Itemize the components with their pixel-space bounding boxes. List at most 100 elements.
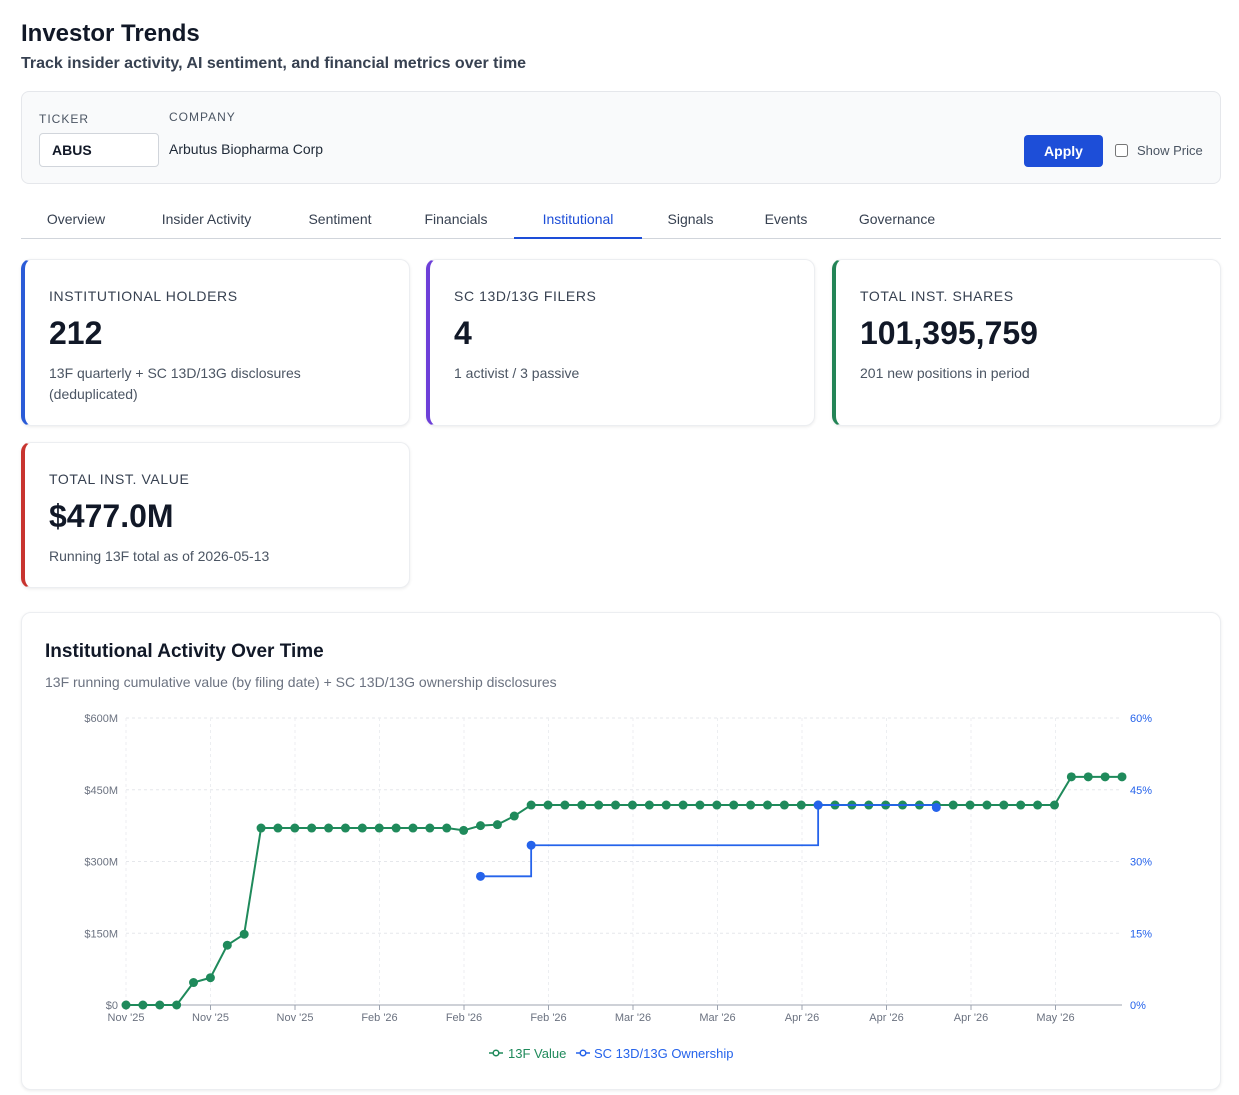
series-13f-value-point [340,823,350,833]
series-13f-value-point [712,800,722,810]
series-13f-value-point [746,800,756,810]
y-right-tick-label: 30% [1130,857,1152,869]
series-13f-value-point [290,823,300,833]
series-13f-value-point [661,800,671,810]
series-13f-value-point [155,1000,165,1010]
x-tick-label: Feb '26 [446,1012,482,1024]
series-13f-value-point [560,800,570,810]
series-13f-value-point [391,823,401,833]
chart-plot: $0 0% $150M 15% $300M 30% $450M 45% $600M 60% Nov … [84,713,1152,1061]
company-value: Arbutus Biopharma Corp [169,141,324,157]
y-left-tick-label: $600M [84,713,118,725]
institutional-activity-chart: Institutional Activity Over Time 13F run… [21,612,1221,1090]
series-13f-value-line [126,775,1122,1006]
x-tick-label: Apr '26 [869,1012,904,1024]
x-tick-label: Nov '25 [277,1012,314,1024]
card-description: 1 activist / 3 passive [454,365,580,381]
chart-subtitle: 13F running cumulative value (by filing … [45,674,557,690]
series-13f-value-point [189,978,199,988]
y-right-tick-label: 15% [1130,928,1152,940]
series-13f-value-point [1049,800,1059,810]
legend-13f-label: 13F Value [508,1046,566,1061]
tab-insider-activity[interactable]: Insider Activity [161,211,252,227]
series-13f-value-point [695,800,705,810]
series-13f-value-point [526,800,536,810]
tab-bar: Overview Insider Activity Sentiment Fina… [21,203,1221,239]
series-13f-value-point [307,823,317,833]
series-13f-value-point [965,800,975,810]
legend-13f-marker [492,1049,500,1057]
series-13f-value-point [762,800,772,810]
series-13f-value-point [324,823,334,833]
series-13f-value-point [644,800,654,810]
series-sc-ownership-point [476,871,486,881]
institutional-holders-card: INSTITUTIONAL HOLDERS 212 13F quarterly … [21,259,410,426]
series-13f-value-point [138,1000,148,1010]
tab-institutional[interactable]: Institutional [514,203,642,239]
legend-sc-label: SC 13D/13G Ownership [594,1046,733,1061]
company-label: COMPANY [169,110,236,124]
tab-sentiment[interactable]: Sentiment [308,211,372,227]
series-13f-value-point [205,973,215,983]
series-13f-value-point [121,1000,131,1010]
tab-governance[interactable]: Governance [858,211,936,227]
series-13f-value-point [442,823,452,833]
series-13f-value-point [1016,800,1026,810]
series-13f-value-point [779,800,789,810]
x-tick-label: May '26 [1036,1012,1074,1024]
card-label: INSTITUTIONAL HOLDERS [49,288,238,304]
series-13f-value-point [1066,772,1076,782]
card-value: 212 [49,315,103,351]
y-left-tick-label: $150M [84,928,118,940]
series-13f-value-point [678,800,688,810]
series-sc-ownership-point [813,800,823,810]
total-shares-card: TOTAL INST. SHARES 101,395,759 201 new p… [832,259,1221,426]
series-sc-ownership-point [931,802,941,812]
card-value: $477.0M [49,498,174,534]
x-tick-label: Apr '26 [785,1012,820,1024]
series-13f-value-point [729,800,739,810]
card-label: TOTAL INST. VALUE [49,471,190,487]
series-13f-value-point [509,811,519,821]
series-13f-value-point [611,800,621,810]
x-tick-label: Mar '26 [699,1012,735,1024]
tab-signals[interactable]: Signals [667,211,714,227]
page-subtitle: Track insider activity, AI sentiment, an… [21,55,527,72]
x-tick-label: Feb '26 [530,1012,566,1024]
series-13f-value-point [408,823,418,833]
x-tick-label: Mar '26 [615,1012,651,1024]
x-tick-label: Feb '26 [361,1012,397,1024]
tab-financials[interactable]: Financials [424,211,488,227]
card-label: SC 13D/13G FILERS [454,288,597,304]
legend-sc-marker [579,1049,587,1057]
series-13f-value-point [172,1000,182,1010]
chart-title: Institutional Activity Over Time [45,641,324,662]
series-13f-value-point [425,823,435,833]
y-left-tick-label: $450M [84,785,118,797]
show-price-label: Show Price [1137,143,1203,158]
series-13f-value-point [627,800,637,810]
ticker-label: TICKER [39,112,90,126]
total-value-card: TOTAL INST. VALUE $477.0M Running 13F to… [21,442,410,588]
series-13f-value-point [796,800,806,810]
tab-overview[interactable]: Overview [46,211,106,227]
series-13f-value-point [459,825,469,835]
series-13f-value-point [273,823,283,833]
card-label: TOTAL INST. SHARES [860,288,1014,304]
ticker-input[interactable] [39,133,159,167]
card-value: 4 [454,315,472,351]
tab-events[interactable]: Events [764,211,808,227]
card-description: 201 new positions in period [860,365,1030,381]
series-13f-value-point [982,800,992,810]
sc-filers-card: SC 13D/13G FILERS 4 1 activist / 3 passi… [426,259,815,426]
x-tick-label: Nov '25 [108,1012,145,1024]
series-13f-value-point [948,800,958,810]
x-tick-label: Apr '26 [954,1012,989,1024]
series-13f-value-point [1033,800,1043,810]
page-title: Investor Trends [21,20,200,47]
filter-panel: TICKER COMPANY Arbutus Biopharma Corp Ap… [21,91,1221,184]
apply-button[interactable]: Apply [1024,135,1103,167]
show-price-toggle[interactable]: Show Price [1115,143,1203,158]
card-description: Running 13F total as of 2026-05-13 [49,548,270,564]
show-price-checkbox[interactable] [1115,144,1128,157]
